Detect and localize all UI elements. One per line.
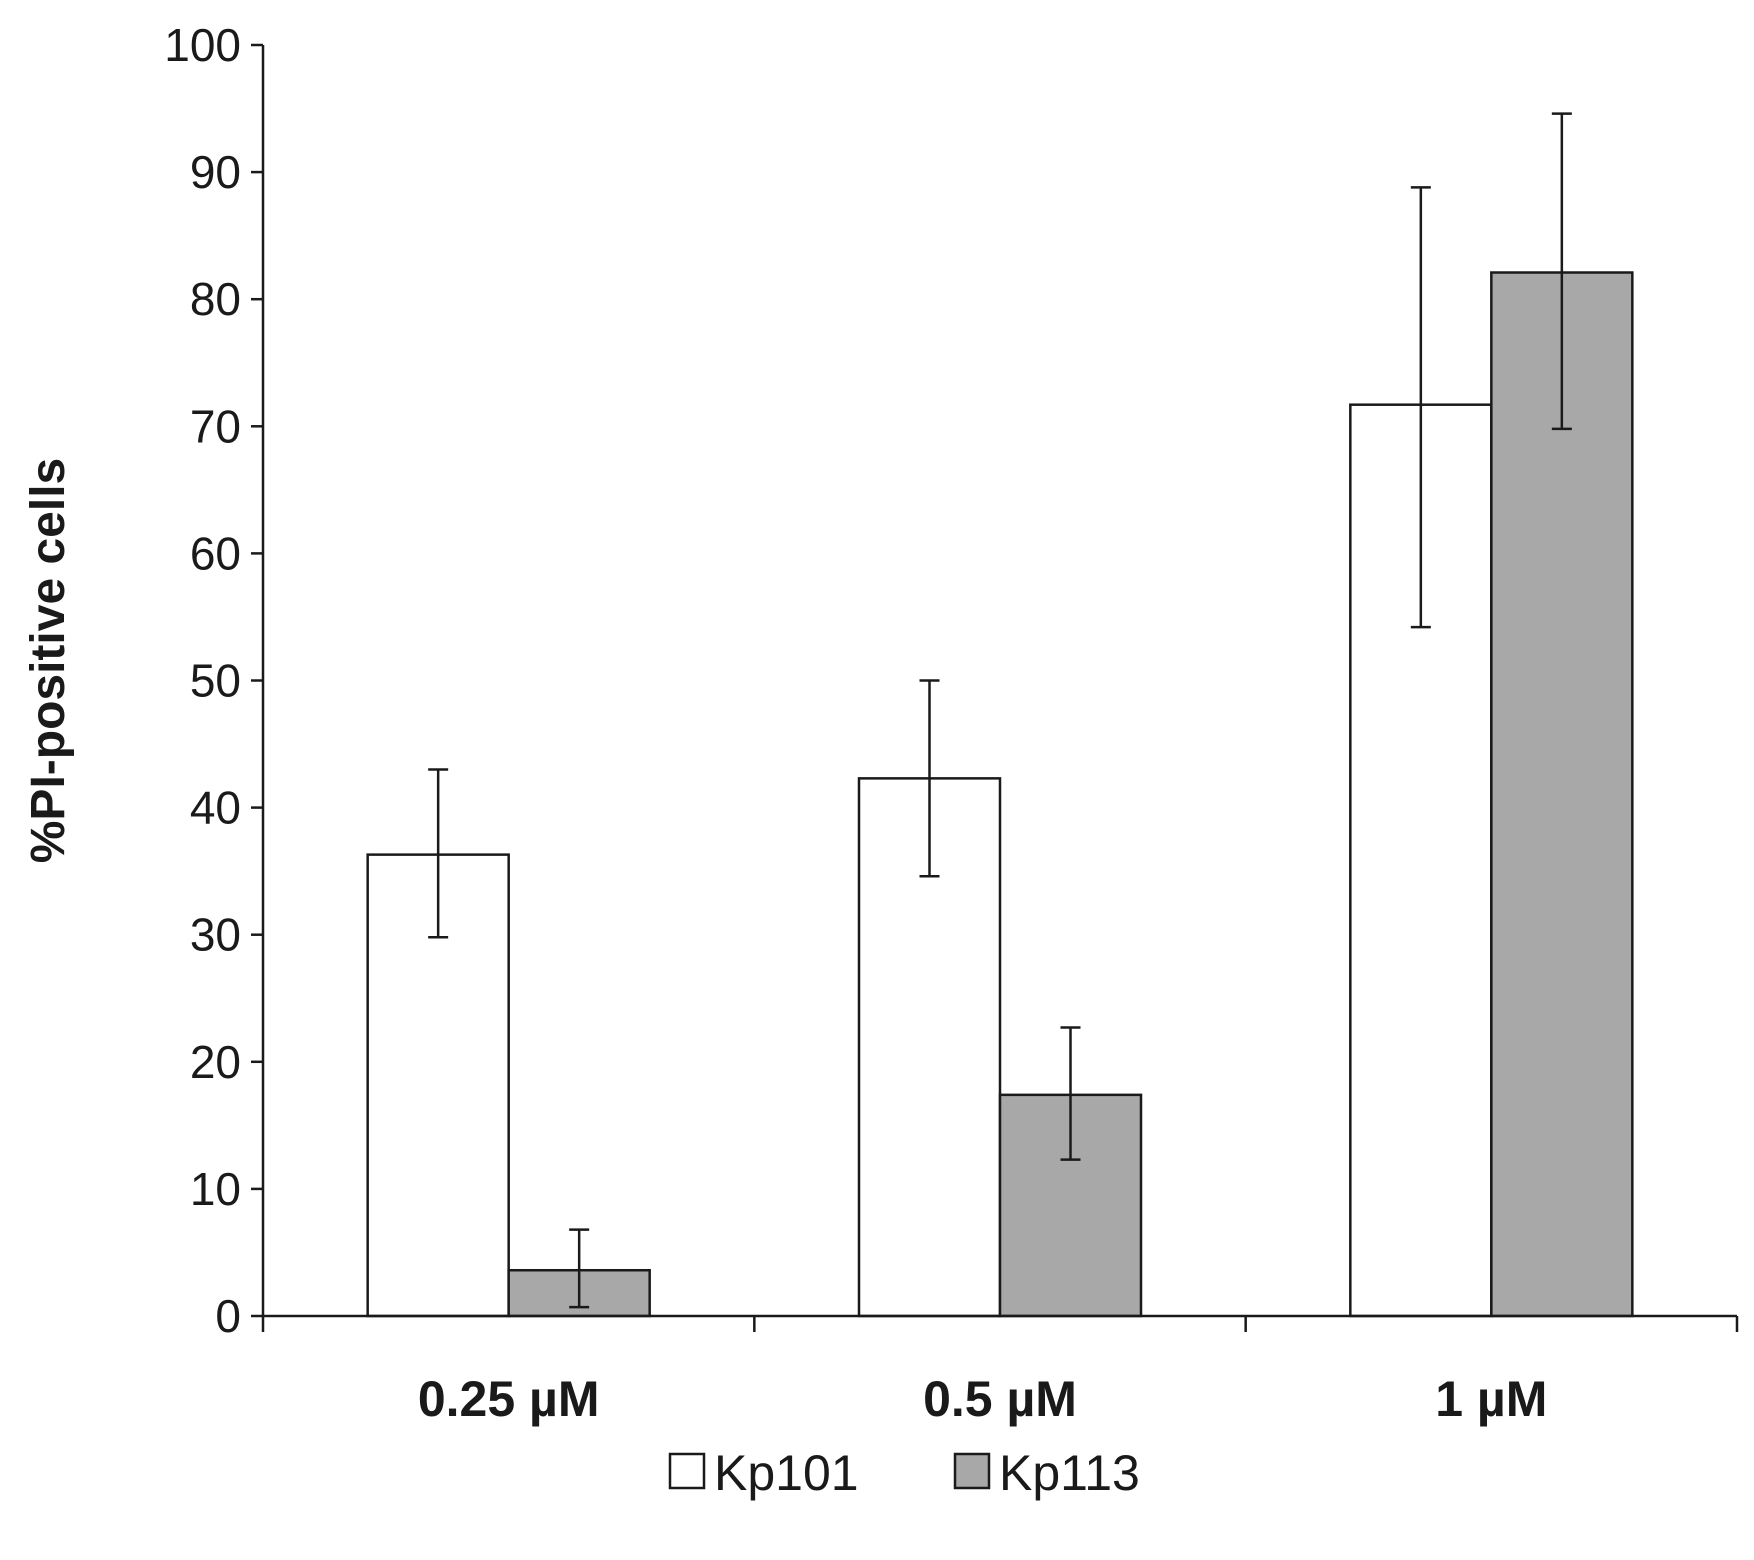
y-tick-label: 80 — [190, 273, 241, 325]
legend-swatch-kp113 — [953, 1452, 991, 1490]
y-tick-label: 0 — [215, 1290, 241, 1342]
y-tick-label: 90 — [190, 146, 241, 198]
legend: Kp101 Kp113 — [668, 1445, 1140, 1501]
y-tick-label: 40 — [190, 782, 241, 834]
bar-kp113 — [1490, 271, 1634, 1318]
y-tick-label: 30 — [190, 909, 241, 961]
y-tick-label: 100 — [164, 19, 241, 71]
y-tick-label: 10 — [190, 1163, 241, 1215]
y-tick-label: 60 — [190, 527, 241, 579]
legend-label-kp113: Kp113 — [999, 1445, 1140, 1501]
y-tick-label: 50 — [190, 655, 241, 707]
x-category-label: 0.5 µM — [923, 1371, 1077, 1427]
legend-swatch-kp101 — [668, 1452, 706, 1490]
y-tick-label: 70 — [190, 400, 241, 452]
legend-label-kp101: Kp101 — [714, 1445, 859, 1501]
y-tick-label: 20 — [190, 1036, 241, 1088]
y-axis-title: %PI-positive cells — [22, 458, 75, 864]
x-category-label: 0.25 µM — [418, 1371, 600, 1427]
x-category-label: 1 µM — [1435, 1371, 1547, 1427]
